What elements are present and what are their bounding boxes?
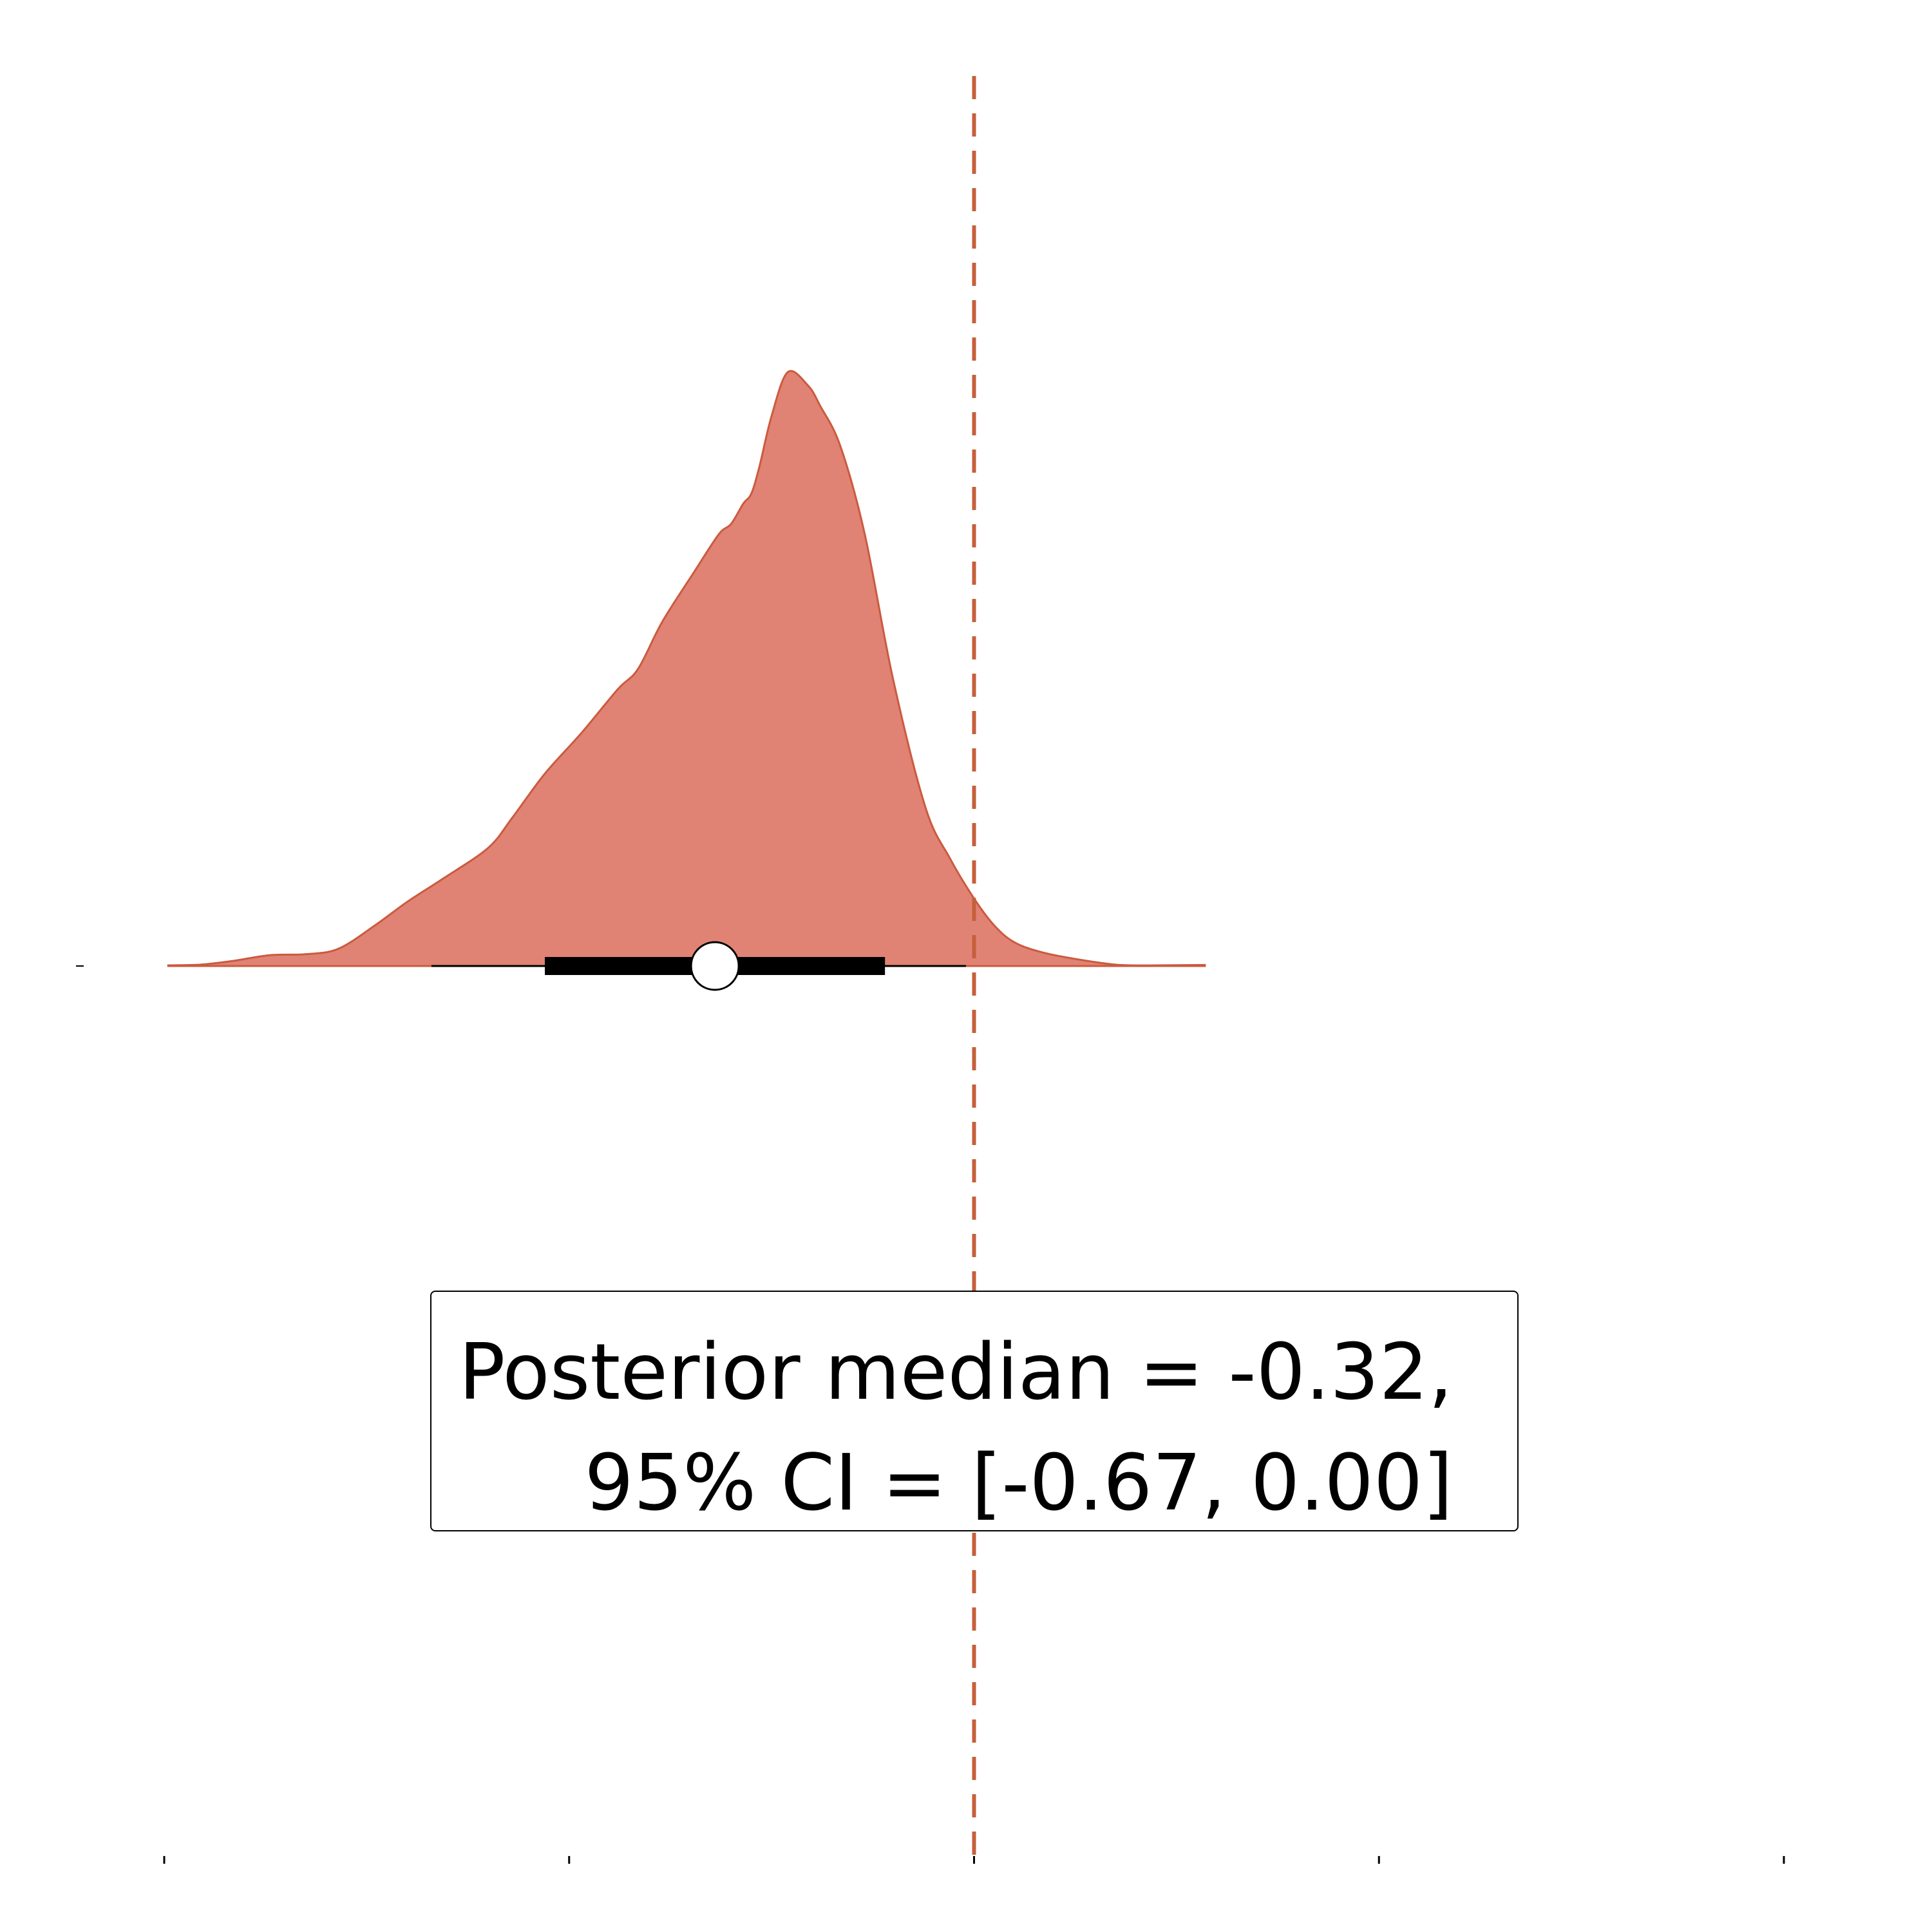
x-axis-ticks [163, 1856, 1785, 1864]
median-point [690, 941, 740, 991]
credible-interval-text: 95% CI = [-0.67, 0.00] [584, 1439, 1453, 1528]
density-area [167, 370, 1206, 967]
credible-intervals [431, 941, 966, 991]
posterior-density [167, 370, 1206, 967]
posterior-summary-box: Posterior median = -0.32, 95% CI = [-0.6… [430, 1291, 1519, 1531]
posterior-median-text: Posterior median = -0.32, [459, 1328, 1453, 1417]
